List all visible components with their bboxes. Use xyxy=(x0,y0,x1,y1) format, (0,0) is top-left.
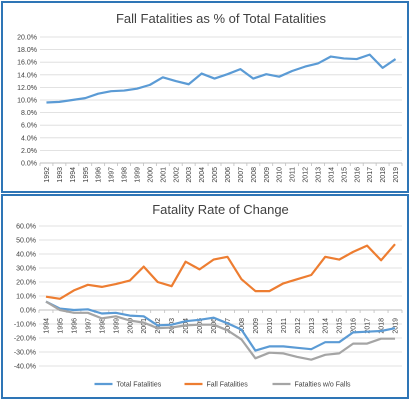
x-tick-label: 2013 xyxy=(315,167,322,183)
chart-fall-share: Fall Fatalities as % of Total Fatalities… xyxy=(17,11,403,183)
x-tick-label: 2002 xyxy=(173,167,180,183)
x-tick-label: 2010 xyxy=(267,318,274,334)
x-tick-label: 2012 xyxy=(295,318,302,334)
x-tick-label: 2019 xyxy=(393,167,400,183)
x-tick-label: 2014 xyxy=(323,318,330,334)
y-tick-label: -20.0% xyxy=(14,336,36,343)
x-tick-label: 1996 xyxy=(71,318,78,334)
series-line-total-fatalities xyxy=(45,300,396,352)
x-tick-label: 2012 xyxy=(303,167,310,183)
y-tick-label: -10.0% xyxy=(14,322,36,329)
x-tick-label: 2003 xyxy=(169,318,176,334)
y-tick-label: 30.0% xyxy=(16,266,36,273)
x-tick-label: 2013 xyxy=(309,318,316,334)
x-tick-label: 2017 xyxy=(367,167,374,183)
x-tick-label: 2004 xyxy=(199,167,206,183)
x-tick-label: 2011 xyxy=(281,318,288,333)
series-line-series xyxy=(46,53,397,104)
x-tick-label: 2016 xyxy=(351,318,358,334)
y-tick-label: 18.0% xyxy=(17,47,37,54)
x-tick-label: 1998 xyxy=(122,167,129,183)
x-tick-label: 2000 xyxy=(147,167,154,183)
chart-rate-of-change: Fatality Rate of Change -40.0% -30.0% -20.0… xyxy=(14,202,403,389)
y-tick-label: 0.0% xyxy=(20,308,36,315)
x-tick-label: 2001 xyxy=(141,318,148,334)
x-tick-label: 2005 xyxy=(212,167,219,183)
y-tick-label: 8.0% xyxy=(21,110,37,117)
x-tick-label: 2015 xyxy=(341,167,348,183)
chart-panel-rate-of-change: Fatality Rate of Change -40.0% -30.0% -20.0… xyxy=(1,194,409,399)
legend-label-fall-fatalities: Fall Fatalities xyxy=(207,382,249,389)
x-tick-label: 1996 xyxy=(96,167,103,183)
x-tick-label: 1999 xyxy=(113,318,120,334)
x-tick-label: 1998 xyxy=(99,318,106,334)
y-tick-label: -40.0% xyxy=(14,364,36,371)
legend-label-total-fatalities: Total Fatalities xyxy=(117,382,162,389)
y-tick-label: 60.0% xyxy=(16,224,36,231)
x-tick-label: 2007 xyxy=(225,318,232,334)
x-tick-label: 2008 xyxy=(251,167,258,183)
y-tick-label: 20.0% xyxy=(17,35,37,42)
x-tick-label: 1995 xyxy=(83,167,90,183)
x-tick-label: 1994 xyxy=(43,318,50,334)
y-tick-label: 16.0% xyxy=(17,60,37,67)
x-tick-label: 2009 xyxy=(264,167,271,183)
x-tick-label: 1994 xyxy=(70,167,77,183)
x-tick-label: 2018 xyxy=(379,318,386,334)
chart-panel-fall-share: Fall Fatalities as % of Total Fatalities… xyxy=(1,1,409,193)
legend-label-fatalties-w-o-falls: Fatalties w/o Falls xyxy=(295,382,352,389)
x-tick-label: 1999 xyxy=(134,167,141,183)
x-tick-label: 2006 xyxy=(225,167,232,183)
y-tick-label: 10.0% xyxy=(17,98,37,105)
series-line-fatalties-w-o-falls xyxy=(45,300,396,361)
x-tick-label: 1997 xyxy=(85,318,92,334)
y-tick-label: 10.0% xyxy=(16,294,36,301)
x-tick-label: 2014 xyxy=(328,167,335,183)
x-tick-label: 1992 xyxy=(44,167,51,183)
y-tick-label: 20.0% xyxy=(16,280,36,287)
x-tick-label: 2016 xyxy=(354,167,361,183)
x-tick-label: 2019 xyxy=(393,318,400,334)
y-tick-label: 40.0% xyxy=(16,252,36,259)
x-tick-label: 2001 xyxy=(160,167,167,183)
y-tick-label: -30.0% xyxy=(14,350,36,357)
series-line-fall-fatalities xyxy=(45,243,396,300)
x-tick-label: 2011 xyxy=(290,167,297,182)
x-tick-label: 2007 xyxy=(238,167,245,183)
chart-title: Fall Fatalities as % of Total Fatalities xyxy=(116,11,327,26)
x-tick-label: 2015 xyxy=(337,318,344,334)
y-tick-label: 4.0% xyxy=(21,135,37,142)
y-tick-label: 14.0% xyxy=(17,72,37,79)
x-tick-label: 1997 xyxy=(109,167,116,183)
x-tick-label: 2009 xyxy=(253,318,260,334)
chart-title: Fatality Rate of Change xyxy=(152,202,289,217)
x-tick-label: 2003 xyxy=(186,167,193,183)
x-tick-label: 1995 xyxy=(57,318,64,334)
x-tick-label: 2008 xyxy=(239,318,246,334)
y-tick-label: 12.0% xyxy=(17,85,37,92)
x-tick-label: 2000 xyxy=(127,318,134,334)
y-tick-label: 50.0% xyxy=(16,238,36,245)
y-tick-label: 2.0% xyxy=(21,148,37,155)
y-tick-label: 0.0% xyxy=(21,161,37,168)
x-tick-label: 2017 xyxy=(365,318,372,334)
y-tick-label: 6.0% xyxy=(21,123,37,130)
x-tick-label: 1993 xyxy=(57,167,64,183)
x-tick-label: 2010 xyxy=(277,167,284,183)
x-tick-label: 2018 xyxy=(380,167,387,183)
